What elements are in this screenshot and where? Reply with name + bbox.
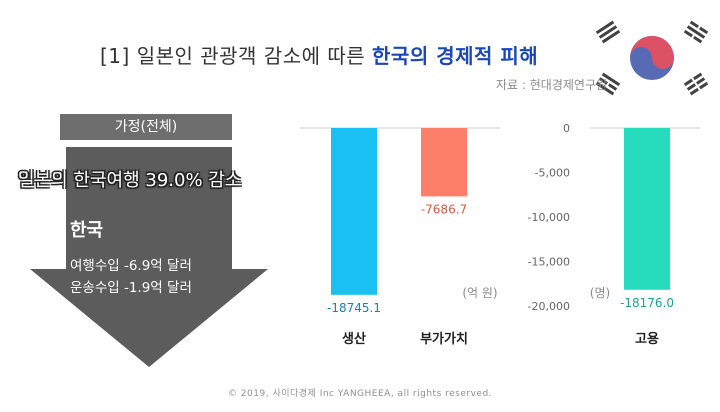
bar-value-label: -18745.1 [327,301,381,315]
title-prefix: [1] 일본인 관광객 감소에 따른 [100,44,373,68]
korean-flag-icon [588,14,716,102]
korea-title: 한국 [70,220,104,241]
bar-value-label: -18176.0 [620,296,674,310]
headline: 일본의 한국여행 39.0% 감소 [18,170,242,191]
y-tick-label: -10,000 [528,211,570,224]
title-highlight: 한국의 경제적 피해 [372,44,539,68]
x-category-label: 생산 [342,331,366,347]
bar-production [331,128,377,295]
source-note: 자료 : 현대경제연구원 [496,78,608,92]
copyright-footer: © 2019, 사이다경제 Inc YANGHEEA, all rights r… [227,389,493,399]
travel-income-line: 여행수입 -6.9억 달러 [70,258,192,274]
y-tick-label: -5,000 [535,167,570,180]
bar-value-label: -7686.7 [421,202,467,216]
down-arrow-shape [30,147,268,367]
bar-employment [624,128,670,290]
x-category-label: 고용 [635,331,659,347]
assumption-label: 가정(전체) [60,114,232,140]
x-category-label: 부가가치 [420,331,468,347]
y-tick-label: -15,000 [528,256,570,269]
left-unit-label: (억 원) [462,286,497,300]
right-unit-label: (명) [590,286,610,300]
bar-value-added [421,128,467,197]
y-tick-label: 0 [563,122,570,135]
page-title: [1] 일본인 관광객 감소에 따른 한국의 경제적 피해 [100,40,538,69]
transport-income-line: 운송수입 -1.9억 달러 [70,280,192,296]
y-tick-label: -20,000 [528,300,570,313]
